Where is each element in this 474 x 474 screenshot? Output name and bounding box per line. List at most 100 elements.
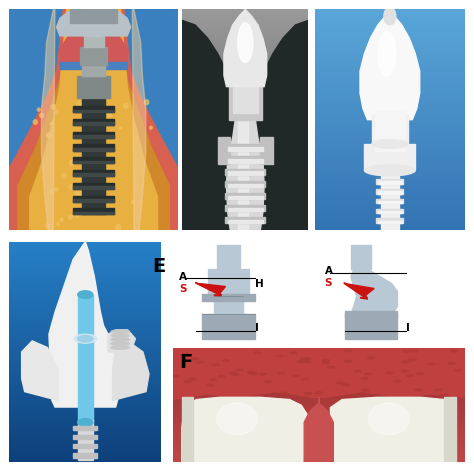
Ellipse shape	[77, 102, 81, 107]
Ellipse shape	[124, 103, 128, 108]
Ellipse shape	[322, 362, 329, 364]
Ellipse shape	[441, 394, 448, 396]
Polygon shape	[22, 341, 58, 401]
Bar	[9, 310, 161, 312]
Bar	[225, 169, 265, 175]
Bar	[9, 262, 161, 264]
Bar	[182, 166, 308, 168]
Bar	[80, 47, 107, 64]
Bar	[82, 64, 105, 76]
Bar	[73, 135, 114, 138]
Bar	[182, 120, 308, 122]
Bar	[315, 148, 465, 151]
Bar	[9, 365, 161, 367]
Ellipse shape	[303, 361, 310, 363]
Ellipse shape	[207, 384, 214, 386]
Bar	[173, 376, 465, 377]
Bar	[315, 95, 465, 98]
Polygon shape	[330, 397, 456, 462]
Bar	[9, 401, 161, 402]
Bar	[182, 64, 308, 67]
Bar	[9, 460, 161, 462]
Bar	[315, 113, 465, 115]
Bar	[202, 293, 255, 301]
Bar	[315, 64, 465, 67]
Bar	[182, 153, 308, 155]
Ellipse shape	[365, 373, 372, 375]
Bar	[214, 297, 243, 314]
Bar	[351, 245, 371, 269]
Bar	[315, 120, 465, 122]
Bar	[173, 386, 465, 387]
Bar	[225, 156, 265, 163]
Ellipse shape	[181, 353, 189, 356]
Bar	[182, 45, 308, 47]
Bar	[9, 383, 161, 385]
Bar	[173, 368, 465, 369]
Ellipse shape	[290, 352, 297, 354]
Ellipse shape	[69, 160, 74, 165]
Bar	[315, 203, 465, 206]
Bar	[73, 195, 114, 201]
Bar	[9, 372, 161, 374]
Ellipse shape	[104, 107, 106, 109]
Bar	[173, 430, 465, 431]
Bar	[182, 104, 308, 107]
Bar	[225, 205, 265, 211]
Bar	[173, 439, 465, 440]
Bar	[173, 356, 465, 357]
Polygon shape	[351, 262, 398, 314]
Bar	[182, 142, 308, 144]
Ellipse shape	[417, 373, 424, 374]
Bar	[378, 181, 402, 183]
Ellipse shape	[144, 100, 149, 105]
Bar	[9, 319, 161, 321]
Bar	[9, 396, 161, 398]
Bar	[173, 456, 465, 457]
Bar	[315, 162, 465, 164]
Bar	[173, 442, 465, 443]
Polygon shape	[30, 9, 157, 230]
Bar	[173, 378, 465, 379]
Bar	[9, 314, 161, 317]
Bar	[315, 80, 465, 82]
Bar	[173, 371, 465, 372]
Bar	[173, 426, 465, 427]
Ellipse shape	[196, 361, 203, 363]
Ellipse shape	[55, 110, 58, 114]
Bar	[315, 164, 465, 166]
Ellipse shape	[354, 370, 362, 372]
Bar	[9, 378, 161, 381]
Bar	[173, 425, 465, 426]
Bar	[73, 145, 114, 151]
Text: S: S	[179, 283, 186, 293]
Bar	[173, 392, 465, 393]
Bar	[9, 350, 161, 352]
Bar	[173, 354, 465, 355]
Bar	[229, 84, 262, 120]
Bar	[315, 29, 465, 32]
Bar	[173, 419, 465, 420]
Bar	[173, 461, 465, 462]
Bar	[9, 312, 161, 314]
Bar	[315, 195, 465, 197]
Bar	[315, 67, 465, 69]
Bar	[182, 144, 308, 146]
Ellipse shape	[52, 104, 56, 109]
Bar	[9, 358, 161, 361]
Bar	[173, 377, 465, 378]
Bar	[9, 343, 161, 346]
Bar	[372, 115, 408, 146]
Bar	[173, 454, 465, 456]
Ellipse shape	[344, 360, 352, 363]
Ellipse shape	[367, 357, 374, 359]
Ellipse shape	[131, 201, 134, 203]
Bar	[182, 84, 308, 87]
Bar	[315, 43, 465, 45]
Bar	[173, 397, 465, 399]
Ellipse shape	[87, 125, 90, 128]
Bar	[315, 115, 465, 118]
Bar	[9, 352, 161, 354]
Bar	[9, 290, 161, 292]
Bar	[9, 266, 161, 268]
